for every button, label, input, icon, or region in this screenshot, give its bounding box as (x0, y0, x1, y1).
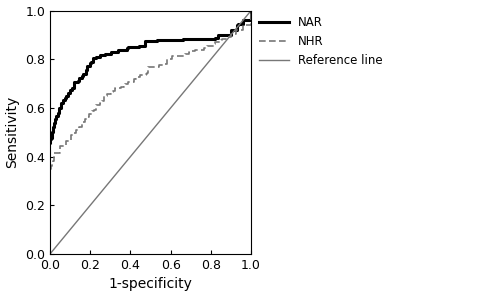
Y-axis label: Sensitivity: Sensitivity (6, 96, 20, 168)
NHR (69, 133, 75, 137)
NHR (248, 9, 254, 12)
NHR (186, 51, 192, 54)
NAR (116, 48, 121, 52)
Line: NAR: NAR (50, 11, 251, 144)
NAR (89, 60, 95, 64)
X-axis label: 1-specificity: 1-specificity (108, 277, 192, 291)
NAR (47, 143, 53, 146)
Legend: NAR, NHR, Reference line: NAR, NHR, Reference line (259, 16, 382, 67)
NHR (111, 89, 117, 93)
NHR (168, 58, 174, 61)
Line: NHR: NHR (50, 11, 251, 169)
NHR (102, 94, 108, 98)
NAR (61, 98, 67, 102)
NHR (50, 160, 56, 163)
NAR (110, 50, 116, 54)
NAR (134, 45, 140, 49)
NAR (152, 40, 158, 43)
NHR (47, 167, 53, 170)
NAR (248, 9, 254, 12)
